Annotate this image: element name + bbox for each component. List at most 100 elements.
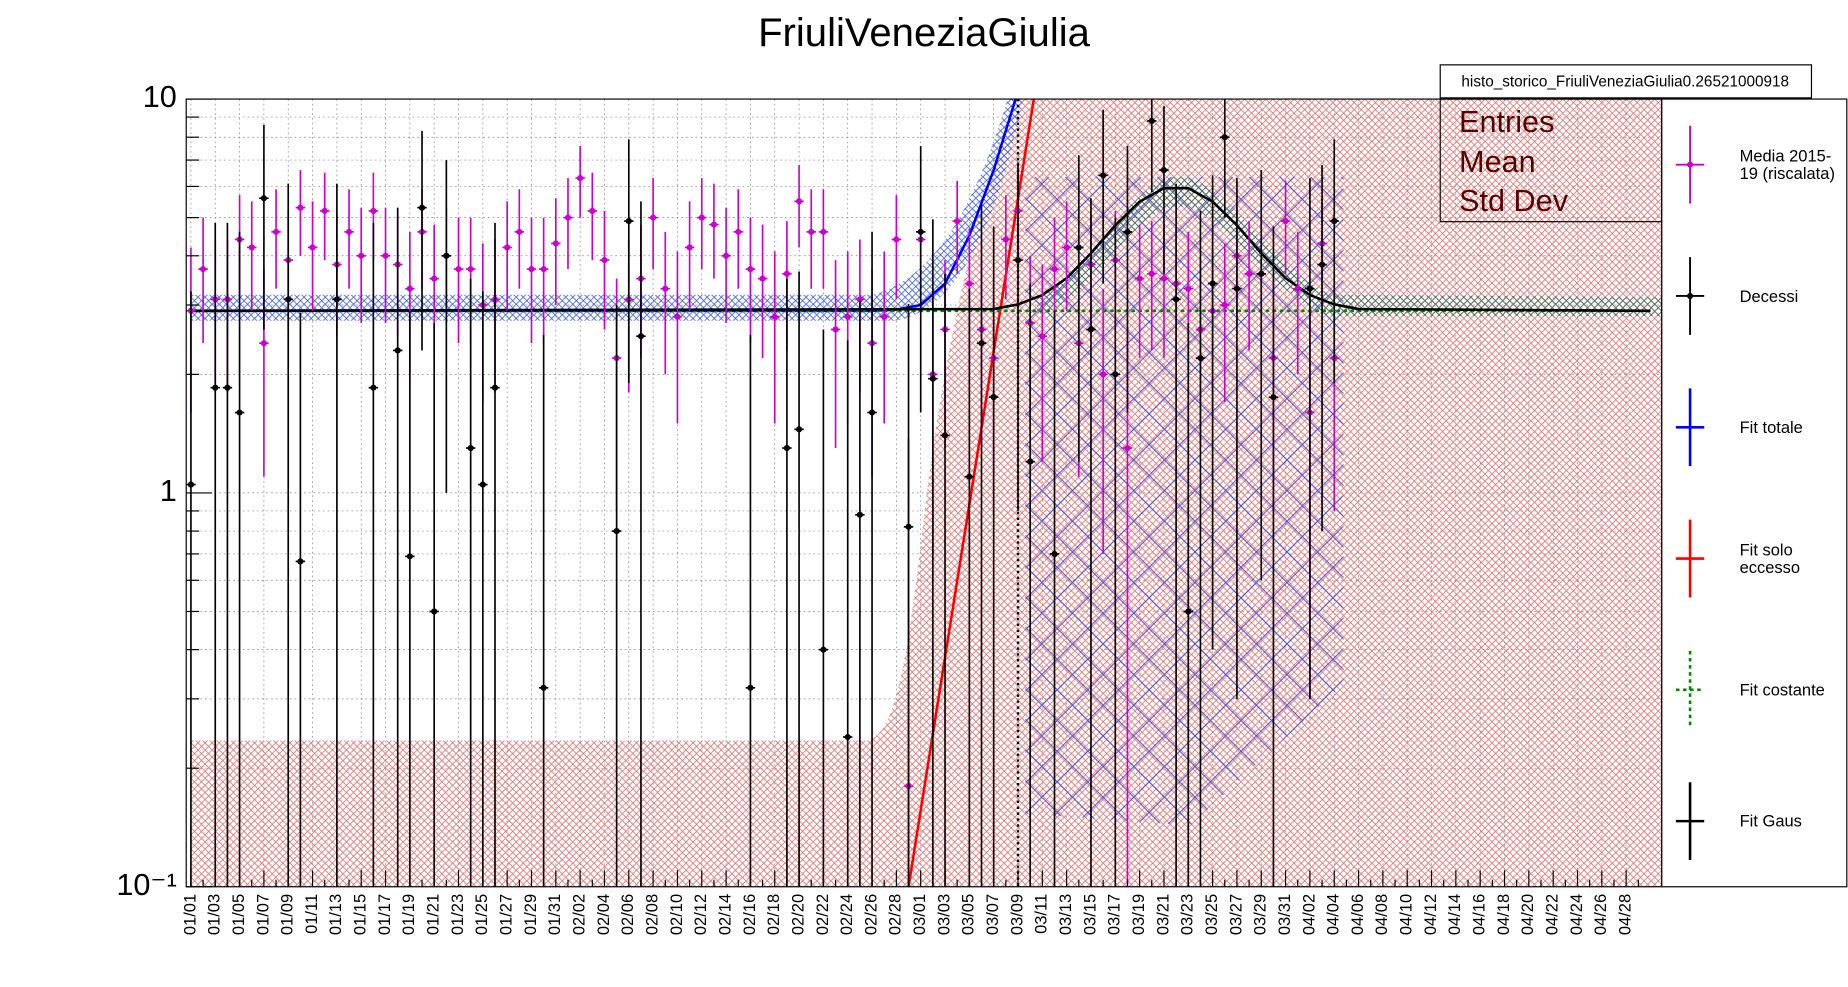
point xyxy=(406,285,413,292)
point xyxy=(1100,172,1107,179)
x-tick-label: 04/26 xyxy=(1592,894,1610,935)
chart-title: FriuliVeneziaGiulia xyxy=(758,11,1091,55)
point xyxy=(516,228,523,235)
point xyxy=(650,214,657,221)
x-tick-label: 02/28 xyxy=(887,894,905,935)
point xyxy=(820,228,827,235)
legend-label-box: Decessi xyxy=(1739,286,1799,306)
point xyxy=(1331,218,1338,225)
point xyxy=(978,340,985,347)
point xyxy=(674,313,681,320)
legend: Media 2015-19 (riscalata) Decessi Fit tota… xyxy=(1675,125,1835,861)
point xyxy=(966,473,973,480)
point xyxy=(966,280,973,287)
x-tick-label: 01/23 xyxy=(449,894,467,935)
point xyxy=(710,221,717,228)
legend-label: Decessi xyxy=(1739,286,1799,306)
data xyxy=(186,99,1651,887)
point xyxy=(686,244,693,251)
point xyxy=(504,244,511,251)
point xyxy=(1136,275,1143,282)
point xyxy=(333,296,340,303)
x-tick-label: 02/04 xyxy=(595,894,613,935)
x-tick-label: 01/07 xyxy=(254,894,272,935)
x-tick-label: 01/31 xyxy=(546,894,564,935)
histogram-name-box xyxy=(1439,64,1813,99)
point xyxy=(759,275,766,282)
point xyxy=(844,733,851,741)
x-tick-label: 02/16 xyxy=(741,894,759,935)
point xyxy=(1160,167,1168,174)
x-tick-label: 04/20 xyxy=(1519,894,1537,935)
point xyxy=(662,285,669,292)
point xyxy=(564,214,572,221)
point xyxy=(1221,301,1228,309)
point xyxy=(394,347,401,354)
point xyxy=(1112,371,1119,378)
x-tick-label: 01/29 xyxy=(522,894,540,935)
x-tick-label: 02/02 xyxy=(571,894,589,935)
point xyxy=(1270,394,1277,401)
x-tick-label: 04/08 xyxy=(1373,894,1391,935)
x-tick-label: 01/27 xyxy=(498,894,516,935)
point xyxy=(1148,117,1155,124)
point xyxy=(1221,134,1228,141)
y-tick-label: 10⁻¹ xyxy=(116,868,176,902)
point xyxy=(832,326,839,333)
point xyxy=(698,214,705,221)
x-tick-label: 01/19 xyxy=(400,894,418,935)
x-tick-label: 04/06 xyxy=(1349,894,1367,935)
point xyxy=(200,266,207,273)
x-tick-label: 04/24 xyxy=(1568,894,1586,935)
legend-label-box: Fit Gaus xyxy=(1740,812,1802,829)
point xyxy=(297,204,304,211)
x-tick-label: 03/19 xyxy=(1130,894,1148,935)
x-tick-label: 03/27 xyxy=(1227,894,1245,935)
point xyxy=(345,228,353,235)
point xyxy=(1063,244,1070,251)
x-tick-label: 04/14 xyxy=(1446,894,1464,935)
x-tick-label: 01/25 xyxy=(473,894,491,935)
point xyxy=(443,252,450,259)
point xyxy=(1306,285,1313,292)
x-tick-label: 03/21 xyxy=(1154,894,1172,935)
legend-label: Media 2015-19 (riscalata) xyxy=(1739,146,1835,183)
point xyxy=(540,266,547,273)
point xyxy=(491,384,499,391)
x-tick-label: 04/02 xyxy=(1300,894,1318,935)
point xyxy=(370,207,377,214)
point xyxy=(929,375,936,382)
point xyxy=(881,313,888,320)
histogram-name: histo_storico_FriuliVeneziaGiulia0.26521… xyxy=(1461,74,1789,91)
x-tick-label: 02/08 xyxy=(643,894,661,935)
point xyxy=(613,528,620,535)
x-tick-label: 01/21 xyxy=(425,894,443,935)
point xyxy=(1002,236,1009,243)
x-tick-label: 03/11 xyxy=(1033,894,1051,934)
point xyxy=(224,384,231,391)
point xyxy=(406,553,413,560)
x-tick-label: 04/10 xyxy=(1398,894,1416,935)
error-bands xyxy=(190,99,1662,887)
legend-marker xyxy=(1687,161,1694,168)
point xyxy=(540,684,547,691)
x-tick-label: 03/29 xyxy=(1252,894,1270,935)
legend-label: Fit costante xyxy=(1739,679,1825,699)
point xyxy=(601,257,608,264)
legend-label-box: Fit totale xyxy=(1740,418,1803,435)
point xyxy=(273,228,280,235)
point xyxy=(1282,218,1289,225)
point xyxy=(577,175,584,182)
point xyxy=(455,266,462,273)
point xyxy=(893,236,900,243)
point xyxy=(941,432,949,439)
x-tick-label: 03/07 xyxy=(984,894,1002,935)
x-tick-label: 03/25 xyxy=(1203,894,1221,935)
point xyxy=(1197,354,1204,362)
point xyxy=(1014,257,1022,264)
point xyxy=(370,384,377,391)
x-tick-label: 03/09 xyxy=(1008,894,1026,935)
point xyxy=(309,244,316,251)
x-tick-label: 03/17 xyxy=(1106,894,1124,935)
